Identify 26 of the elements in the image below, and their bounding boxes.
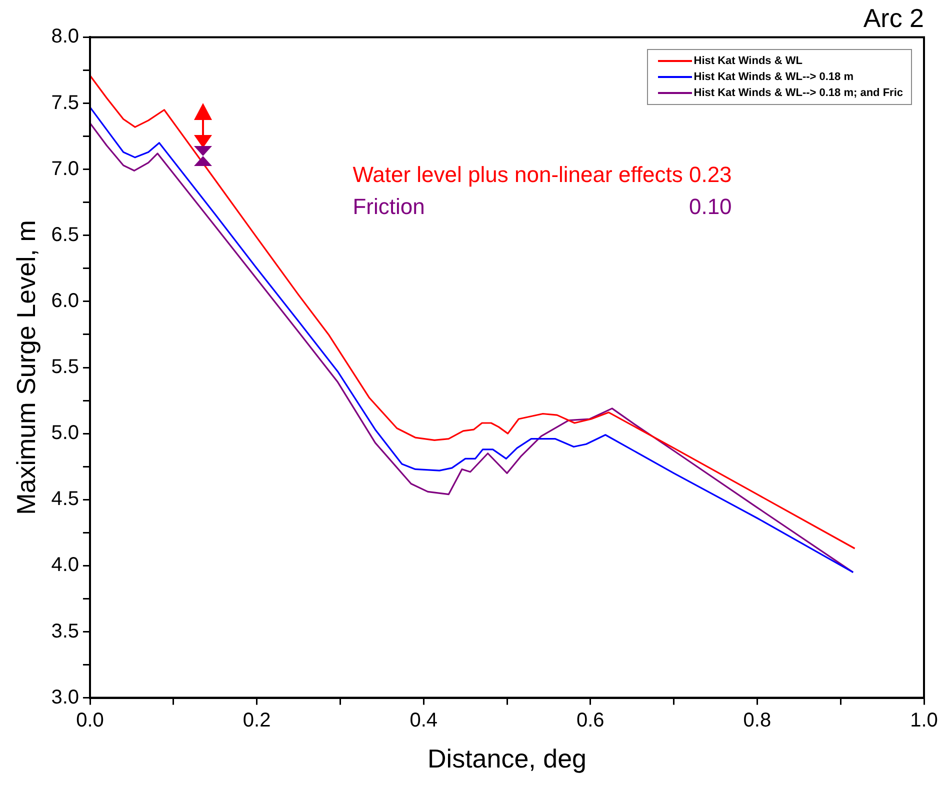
y-axis-title: Maximum Surge Level, m bbox=[10, 220, 41, 515]
y-tick-label: 6.5 bbox=[51, 224, 80, 246]
legend-label: Hist Kat Winds & WL--> 0.18 m; and Fric bbox=[694, 86, 903, 102]
x-tick-label: 0.0 bbox=[76, 709, 104, 732]
x-axis-title: Distance, deg bbox=[428, 744, 586, 774]
y-tick-label: 5.5 bbox=[51, 356, 80, 378]
annotation: Water level plus non-linear effects 0.23 bbox=[352, 161, 732, 190]
x-tick-label: 1.0 bbox=[910, 709, 938, 732]
y-tick-label: 3.5 bbox=[51, 620, 80, 642]
y-tick-label: 6.0 bbox=[51, 290, 80, 312]
chart-title: Arc 2 bbox=[863, 2, 924, 33]
x-tick-label: 0.4 bbox=[410, 709, 438, 732]
legend-label: Hist Kat Winds & WL bbox=[694, 54, 802, 70]
y-tick-label: 3.0 bbox=[51, 686, 80, 708]
y-tick-label: 4.0 bbox=[51, 554, 80, 576]
x-tick-label: 0.8 bbox=[743, 709, 772, 732]
annotation: 0.10 bbox=[688, 193, 732, 222]
x-tick-label: 0.6 bbox=[576, 709, 604, 732]
y-tick-label: 7.5 bbox=[51, 92, 80, 114]
x-tick-label: 0.2 bbox=[242, 709, 271, 732]
y-tick-label: 5.0 bbox=[51, 422, 80, 444]
y-tick-label: 8.0 bbox=[51, 26, 80, 48]
y-tick-label: 7.0 bbox=[51, 158, 80, 180]
legend-label: Hist Kat Winds & WL--> 0.18 m bbox=[694, 70, 854, 86]
y-tick-label: 4.5 bbox=[51, 488, 80, 510]
annotation: Friction bbox=[352, 193, 425, 222]
